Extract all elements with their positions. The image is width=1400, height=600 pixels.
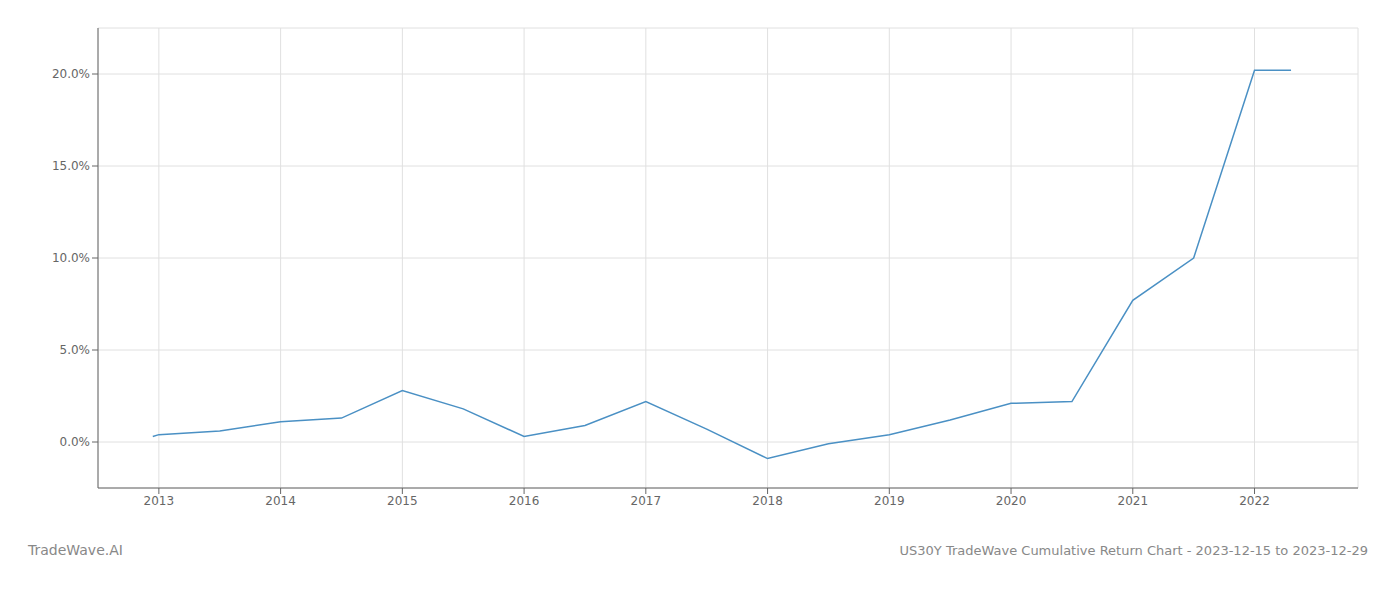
svg-text:10.0%: 10.0% bbox=[52, 251, 90, 265]
svg-text:5.0%: 5.0% bbox=[60, 343, 91, 357]
svg-text:0.0%: 0.0% bbox=[60, 435, 91, 449]
svg-text:20.0%: 20.0% bbox=[52, 67, 90, 81]
svg-text:2021: 2021 bbox=[1118, 494, 1149, 508]
svg-text:2018: 2018 bbox=[752, 494, 783, 508]
svg-text:2019: 2019 bbox=[874, 494, 905, 508]
svg-text:2016: 2016 bbox=[509, 494, 540, 508]
svg-text:2014: 2014 bbox=[265, 494, 296, 508]
html-text:US30Y TradeWave Cumulative Ret: US30Y TradeWave Cumulative Return Chart … bbox=[899, 543, 1368, 558]
svg-text:2022: 2022 bbox=[1239, 494, 1270, 508]
svg-text:2015: 2015 bbox=[387, 494, 418, 508]
svg-text:2020: 2020 bbox=[996, 494, 1027, 508]
svg-text:2013: 2013 bbox=[144, 494, 175, 508]
html-text:TradeWave.AI: TradeWave.AI bbox=[28, 542, 123, 558]
svg-text:15.0%: 15.0% bbox=[52, 159, 90, 173]
svg-text:2017: 2017 bbox=[631, 494, 662, 508]
